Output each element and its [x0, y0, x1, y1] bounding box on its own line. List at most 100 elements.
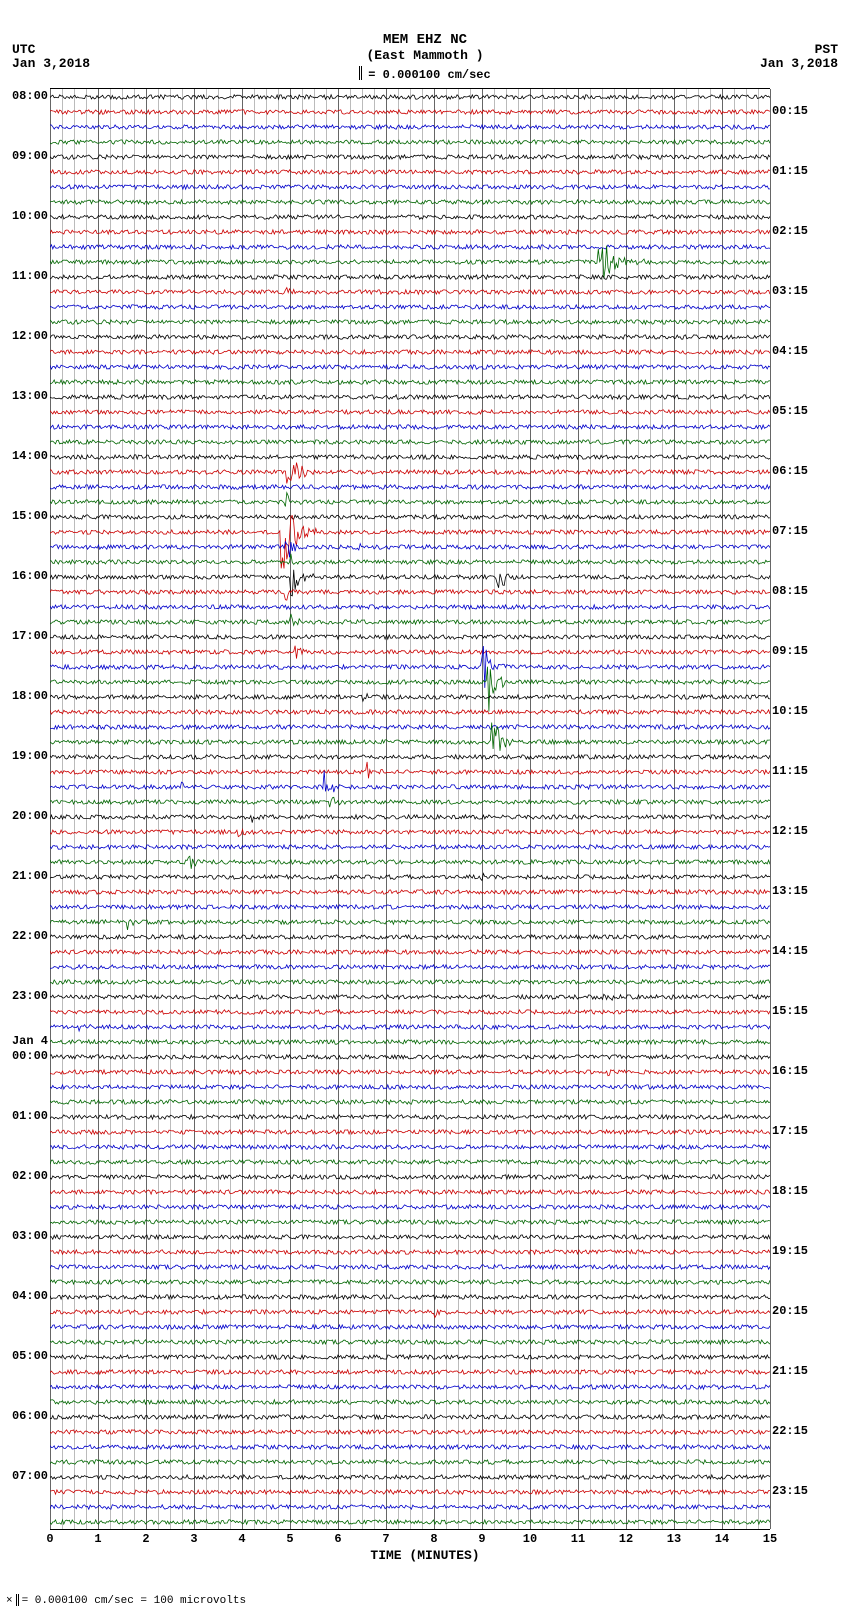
pst-time-label: 21:15: [772, 1364, 808, 1378]
tz-right-date: Jan 3,2018: [760, 56, 838, 71]
pst-time-label: 13:15: [772, 884, 808, 898]
pst-time-label: 22:15: [772, 1424, 808, 1438]
xtick-label: 4: [232, 1532, 252, 1546]
grid-minor: [590, 89, 591, 1529]
xtick-label: 3: [184, 1532, 204, 1546]
utc-time-label: 05:00: [0, 1349, 48, 1363]
utc-time-label: 02:00: [0, 1169, 48, 1183]
grid-minor: [266, 89, 267, 1529]
grid-minor: [122, 89, 123, 1529]
grid-major: [98, 89, 99, 1529]
grid-minor: [326, 89, 327, 1529]
grid-minor: [206, 89, 207, 1529]
grid-minor: [302, 89, 303, 1529]
helicorder-plot: [50, 88, 770, 1530]
grid-major: [434, 89, 435, 1529]
grid-major: [146, 89, 147, 1529]
grid-minor: [614, 89, 615, 1529]
pst-time-label: 11:15: [772, 764, 808, 778]
grid-minor: [650, 89, 651, 1529]
grid-minor: [758, 89, 759, 1529]
utc-time-label: 13:00: [0, 389, 48, 403]
grid-minor: [506, 89, 507, 1529]
utc-time-label: 00:00: [0, 1049, 48, 1063]
xtick-label: 8: [424, 1532, 444, 1546]
grid-major: [482, 89, 483, 1529]
utc-time-label: 22:00: [0, 929, 48, 943]
grid-minor: [74, 89, 75, 1529]
pst-time-label: 19:15: [772, 1244, 808, 1258]
grid-major: [530, 89, 531, 1529]
pst-time-label: 01:15: [772, 164, 808, 178]
pst-time-label: 20:15: [772, 1304, 808, 1318]
grid-minor: [134, 89, 135, 1529]
footer-scale: ×= 0.000100 cm/sec = 100 microvolts: [6, 1594, 246, 1607]
grid-minor: [362, 89, 363, 1529]
utc-time-label: 03:00: [0, 1229, 48, 1243]
pst-time-label: 17:15: [772, 1124, 808, 1138]
grid-minor: [662, 89, 663, 1529]
xtick-label: 10: [520, 1532, 540, 1546]
utc-day-label: Jan 4: [0, 1034, 48, 1048]
utc-time-label: 12:00: [0, 329, 48, 343]
grid-minor: [458, 89, 459, 1529]
grid-major: [50, 89, 51, 1529]
utc-time-label: 06:00: [0, 1409, 48, 1423]
grid-minor: [182, 89, 183, 1529]
grid-minor: [158, 89, 159, 1529]
grid-minor: [86, 89, 87, 1529]
xtick-label: 15: [760, 1532, 780, 1546]
utc-time-label: 08:00: [0, 89, 48, 103]
utc-time-label: 01:00: [0, 1109, 48, 1123]
pst-time-label: 06:15: [772, 464, 808, 478]
grid-minor: [566, 89, 567, 1529]
grid-minor: [698, 89, 699, 1529]
pst-time-label: 16:15: [772, 1064, 808, 1078]
grid-major: [290, 89, 291, 1529]
xtick-label: 1: [88, 1532, 108, 1546]
grid-minor: [170, 89, 171, 1529]
grid-minor: [374, 89, 375, 1529]
pst-time-label: 02:15: [772, 224, 808, 238]
pst-time-label: 14:15: [772, 944, 808, 958]
utc-time-label: 14:00: [0, 449, 48, 463]
station-subtitle: (East Mammoth ): [0, 48, 850, 63]
grid-minor: [398, 89, 399, 1529]
xtick-label: 6: [328, 1532, 348, 1546]
grid-major: [578, 89, 579, 1529]
grid-minor: [638, 89, 639, 1529]
utc-time-label: 04:00: [0, 1289, 48, 1303]
xtick-label: 14: [712, 1532, 732, 1546]
pst-time-label: 04:15: [772, 344, 808, 358]
pst-time-label: 10:15: [772, 704, 808, 718]
grid-major: [386, 89, 387, 1529]
grid-major: [338, 89, 339, 1529]
utc-time-label: 20:00: [0, 809, 48, 823]
grid-minor: [518, 89, 519, 1529]
grid-minor: [278, 89, 279, 1529]
pst-time-label: 09:15: [772, 644, 808, 658]
pst-time-label: 15:15: [772, 1004, 808, 1018]
station-title: MEM EHZ NC: [0, 32, 850, 48]
grid-minor: [410, 89, 411, 1529]
scale-header: = 0.000100 cm/sec: [0, 68, 850, 82]
utc-time-label: 15:00: [0, 509, 48, 523]
grid-major: [194, 89, 195, 1529]
utc-time-label: 17:00: [0, 629, 48, 643]
pst-time-label: 08:15: [772, 584, 808, 598]
grid-minor: [446, 89, 447, 1529]
tz-left-date: Jan 3,2018: [12, 56, 90, 71]
grid-minor: [734, 89, 735, 1529]
grid-minor: [470, 89, 471, 1529]
grid-minor: [314, 89, 315, 1529]
xaxis-title: TIME (MINUTES): [0, 1548, 850, 1563]
pst-time-label: 12:15: [772, 824, 808, 838]
grid-major: [242, 89, 243, 1529]
utc-time-label: 10:00: [0, 209, 48, 223]
grid-minor: [746, 89, 747, 1529]
grid-minor: [254, 89, 255, 1529]
xtick-label: 2: [136, 1532, 156, 1546]
pst-time-label: 07:15: [772, 524, 808, 538]
grid-minor: [350, 89, 351, 1529]
xtick-label: 0: [40, 1532, 60, 1546]
